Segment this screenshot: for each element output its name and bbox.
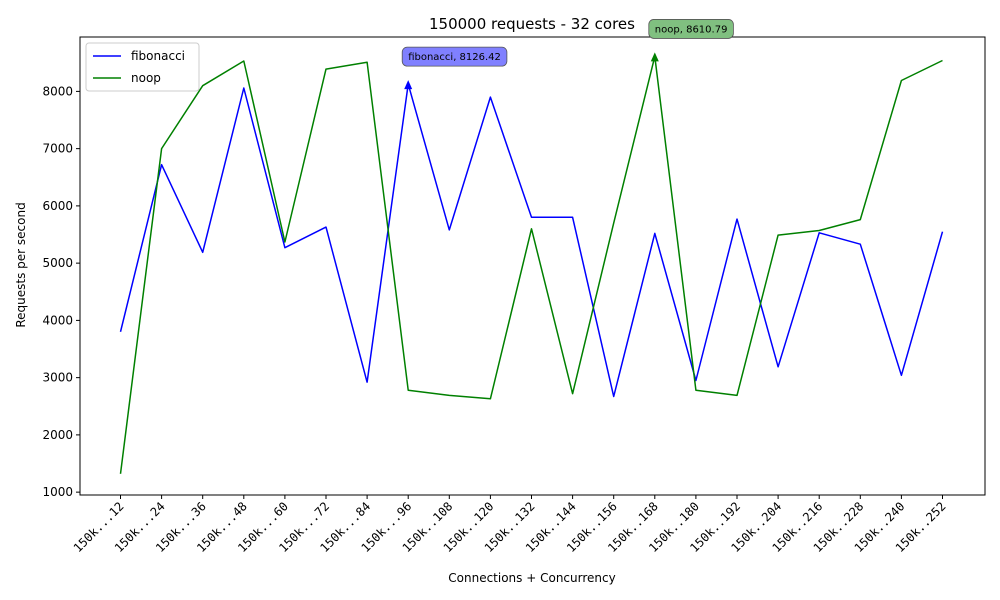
- y-tick-label: 3000: [42, 371, 73, 385]
- y-axis-title: Requests per second: [14, 202, 28, 327]
- legend-label-fibonacci: fibonacci: [131, 49, 185, 63]
- y-tick-label: 4000: [42, 313, 73, 327]
- legend: fibonacci noop: [85, 42, 200, 92]
- y-tick-label: 5000: [42, 256, 73, 270]
- series-line-fibonacci: [119, 83, 944, 398]
- series-line-noop: [119, 55, 943, 474]
- y-tick-label: 7000: [42, 142, 73, 156]
- y-tick-label: 2000: [42, 428, 73, 442]
- plot-area: 10002000300040005000600070008000150k...1…: [42, 19, 986, 555]
- y-tick-label: 1000: [42, 485, 73, 499]
- chart-title: 150000 requests - 32 cores: [429, 15, 635, 33]
- annotation-marker: [404, 80, 413, 90]
- y-tick-label: 6000: [42, 199, 73, 213]
- annotation-marker: [650, 52, 659, 62]
- annotation-box: noop, 8610.79: [648, 19, 734, 39]
- annotation-box: fibonacci, 8126.42: [401, 46, 508, 67]
- annotation-background: [401, 46, 508, 67]
- y-tick-label: 8000: [42, 84, 73, 98]
- annotation-background: [648, 19, 734, 39]
- legend-box: [85, 42, 200, 92]
- legend-label-noop: noop: [131, 71, 161, 85]
- x-axis-title: Connections + Concurrency: [448, 571, 615, 585]
- axes-frame: [79, 36, 986, 496]
- annotation-label: noop, 8610.79: [655, 24, 728, 35]
- annotation-label: fibonacci, 8126.42: [408, 52, 501, 63]
